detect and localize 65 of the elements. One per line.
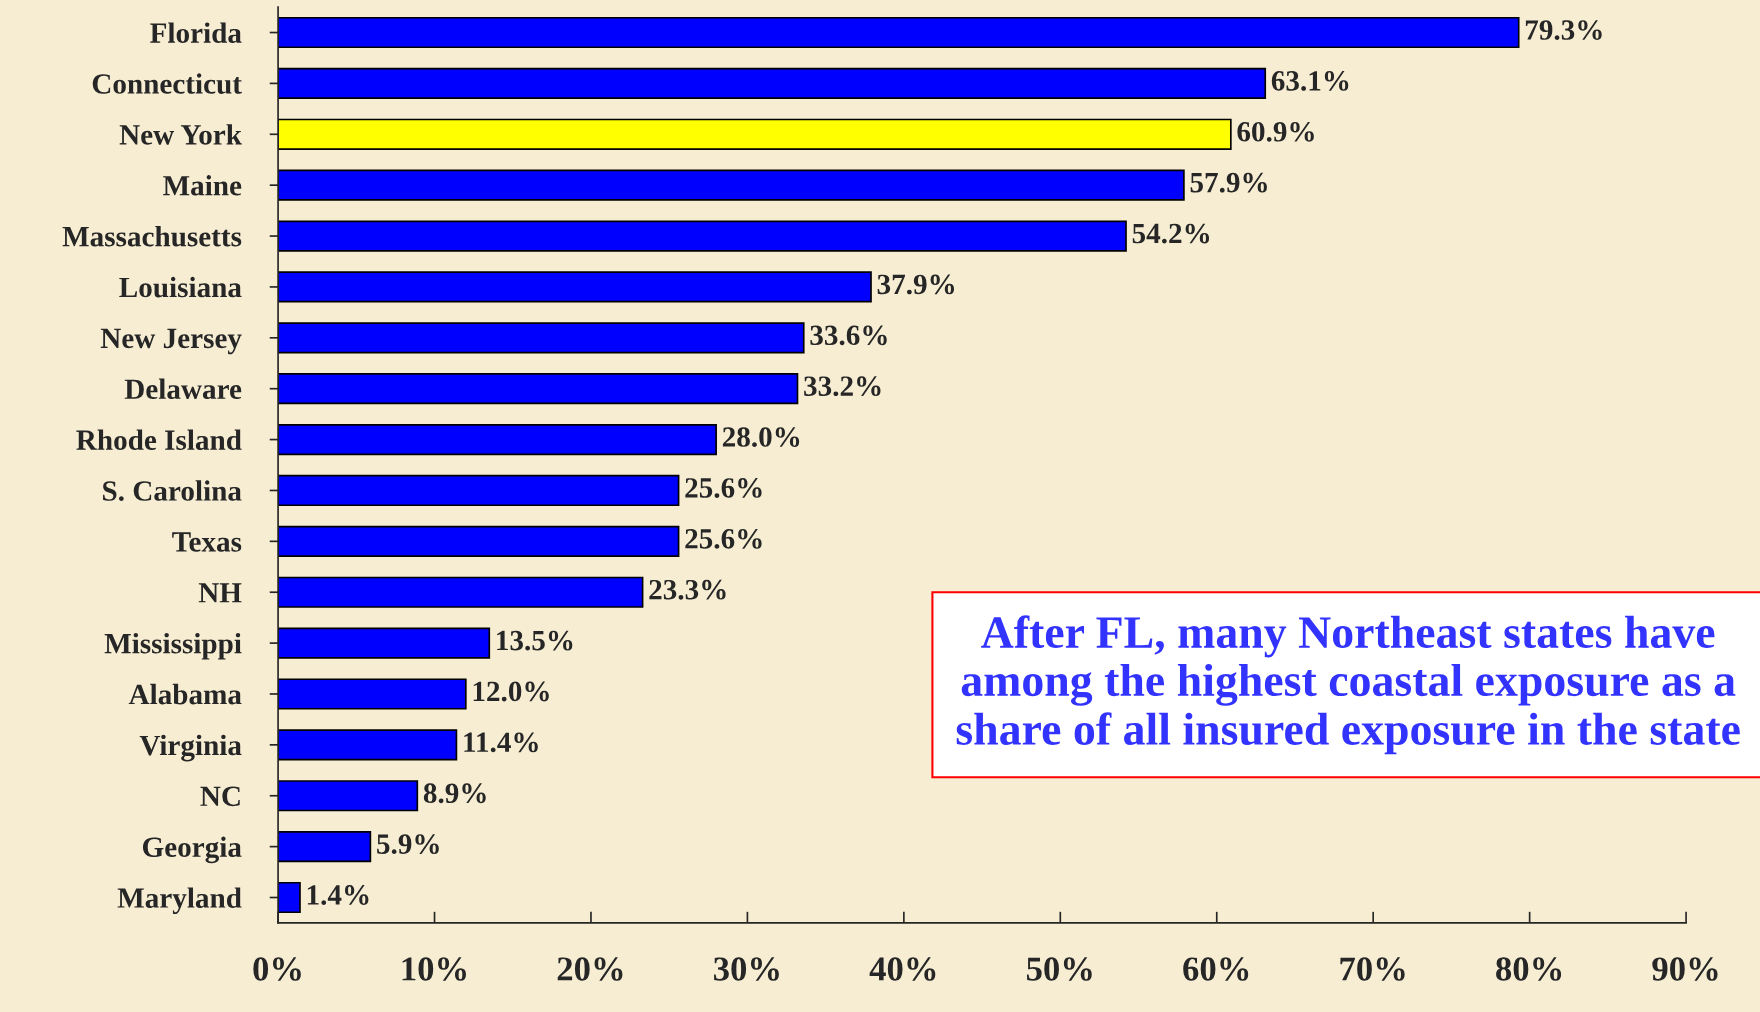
data-label: 8.9% [423,783,486,804]
data-label: 63.1% [1271,71,1349,91]
data-label: 13.5% [497,630,573,651]
data-label: 23.3% [649,579,726,600]
bar [278,525,680,557]
y-tick-label: Massachusetts [62,225,242,247]
y-tick-label: NH [198,583,242,603]
bar [278,831,372,863]
data-label: 79.3% [1525,20,1602,40]
bar [278,627,491,659]
x-tick-label: 60% [1183,957,1249,981]
x-tick-label: 20% [557,957,623,981]
data-label: 25.6% [685,528,762,549]
annotation: After FL, many Northeast states have among the highest coastal exposure as a share of all insured exposure in the state [956,615,1740,755]
y-tick-label: Delaware [124,378,242,400]
data-label: 1.4% [307,885,369,905]
y-tick-label: Texas [172,532,242,552]
x-tick-label: 30% [714,957,779,981]
data-label: 60.9% [1237,121,1314,142]
y-tick-label: NC [200,786,240,807]
data-label: 25.6% [685,478,762,498]
y-tick-label: Virginia [139,734,242,762]
data-label: 11.4% [464,732,538,753]
y-tick-label: Georgia [142,836,242,864]
x-tick-label: 80% [1496,957,1562,981]
y-tick-label: Mississippi [104,632,242,660]
y-tick-label: Rhode Island [76,429,242,450]
bar [278,576,644,608]
bar [278,881,301,914]
data-label: 54.2% [1132,223,1210,244]
y-tick-label: New York [119,124,242,145]
data-label: 33.6% [810,325,887,346]
data-label: 33.2% [804,376,881,397]
y-tick-label: New Jersey [100,328,242,355]
bar [278,474,680,507]
x-tick-label: 90% [1652,957,1718,981]
bar [278,729,458,761]
x-tick-label: 0% [253,957,301,981]
x-tick-label: 10% [402,957,466,981]
data-label: 5.9% [377,834,439,855]
bar [278,220,1127,252]
x-tick-label: 40% [869,957,936,981]
bar [278,423,717,456]
y-tick-label: Connecticut [92,73,242,94]
bar [278,118,1232,150]
data-label: 12.0% [473,681,549,702]
bar [278,271,872,303]
data-label: 57.9% [1190,172,1267,193]
bar [278,373,799,405]
bar [278,67,1267,99]
x-tick-label: 70% [1340,957,1405,981]
y-tick-label: S. Carolina [103,480,242,501]
bar [278,16,1520,49]
y-tick-label: Alabama [128,683,242,705]
y-tick-label: Maryland [117,887,242,914]
y-tick-label: Louisiana [119,276,242,298]
bar [278,322,805,354]
bar [278,678,467,710]
y-tick-label: Maine [163,175,242,196]
data-label: 28.0% [722,427,800,447]
bar [278,169,1185,201]
data-label: 37.9% [877,274,955,295]
x-tick-label: 50% [1026,957,1092,981]
bar [278,780,419,812]
y-tick-label: Florida [150,22,242,43]
